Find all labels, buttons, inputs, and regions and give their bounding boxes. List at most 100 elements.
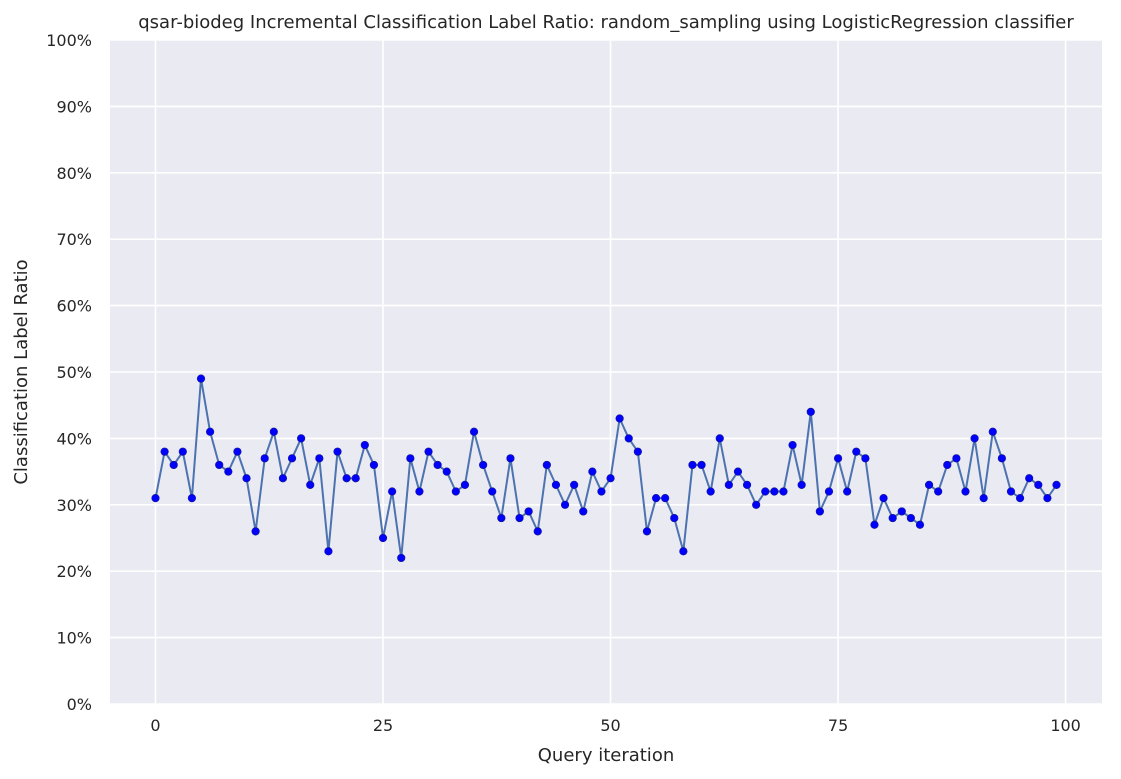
data-point [606,474,615,483]
data-point [788,440,797,450]
data-point [333,447,342,456]
data-point [724,480,733,489]
data-point [997,454,1006,463]
data-point [506,454,515,463]
data-point [287,454,297,463]
data-point [560,500,570,509]
data-point [915,520,925,529]
data-point [697,460,706,470]
data-point [952,454,961,463]
data-point [670,513,679,523]
data-point [797,480,806,489]
y-tick-label: 30% [56,496,92,515]
data-point [415,487,424,496]
data-point [779,487,788,496]
data-point [824,487,834,496]
data-point [233,447,242,456]
data-point [524,507,533,516]
data-point [397,553,406,563]
data-point [1034,480,1043,489]
data-point [497,513,506,523]
data-point [870,520,879,529]
data-point [351,474,360,483]
data-point [1043,494,1052,503]
data-point [679,547,688,556]
y-tick-label: 10% [56,629,92,648]
x-tick-label: 100 [1050,716,1081,735]
data-point [187,494,197,503]
data-point [924,480,934,489]
y-tick-label: 90% [56,97,92,116]
data-point [624,434,633,443]
y-tick-label: 50% [56,363,92,382]
data-point [852,447,861,456]
data-point [269,427,278,436]
data-point [460,480,470,489]
data-point [196,374,206,383]
data-point [752,500,761,509]
data-point [424,447,433,456]
data-point [806,407,815,416]
data-point [615,414,624,423]
data-point [1015,494,1025,503]
data-point [642,527,652,536]
data-point [315,454,324,463]
data-point [979,494,988,503]
y-tick-label: 0% [67,695,92,714]
data-point [306,480,315,489]
data-point [479,460,488,470]
data-point [733,467,743,476]
data-point [342,474,351,483]
data-point [488,487,497,496]
data-point [970,434,979,443]
y-tick-label: 40% [56,429,92,448]
data-point [151,494,160,503]
data-point [1025,474,1034,483]
y-tick-labels: 0% 10% 20% 30% 40% 50% 60% 70% 80% 90% 100% [46,31,92,714]
data-point [469,427,479,436]
data-point [833,454,843,463]
data-point [706,487,715,496]
data-point [551,480,561,489]
data-point [442,467,451,476]
data-point [260,454,269,463]
data-point [215,460,224,470]
data-point [360,440,369,450]
data-point [879,494,888,503]
data-point [934,487,943,496]
data-point [661,494,670,503]
data-points [151,374,1061,563]
data-point [160,447,169,456]
data-point [1052,480,1061,489]
data-point [888,513,897,523]
data-point [178,447,187,456]
y-tick-label: 100% [46,31,92,50]
data-point [761,487,770,496]
y-tick-label: 70% [56,230,92,249]
data-point [597,487,606,496]
data-point [278,474,288,483]
data-point [251,527,260,536]
data-point [651,494,661,503]
data-point [961,487,970,496]
data-point [861,454,870,463]
x-tick-label: 75 [828,716,848,735]
data-point [206,427,215,436]
data-point [378,533,388,543]
data-point [388,487,397,496]
data-point [406,454,415,463]
data-point [224,467,233,476]
data-point [688,460,697,470]
data-point [906,513,915,523]
data-point [324,547,333,556]
x-tick-label: 25 [373,716,393,735]
x-tick-label: 0 [150,716,160,735]
data-point [815,507,824,516]
data-point [579,507,588,516]
data-point [515,513,524,523]
data-point [715,434,724,443]
data-point [542,460,551,470]
data-point [588,467,597,476]
y-axis-label: Classification Label Ratio [11,259,32,484]
